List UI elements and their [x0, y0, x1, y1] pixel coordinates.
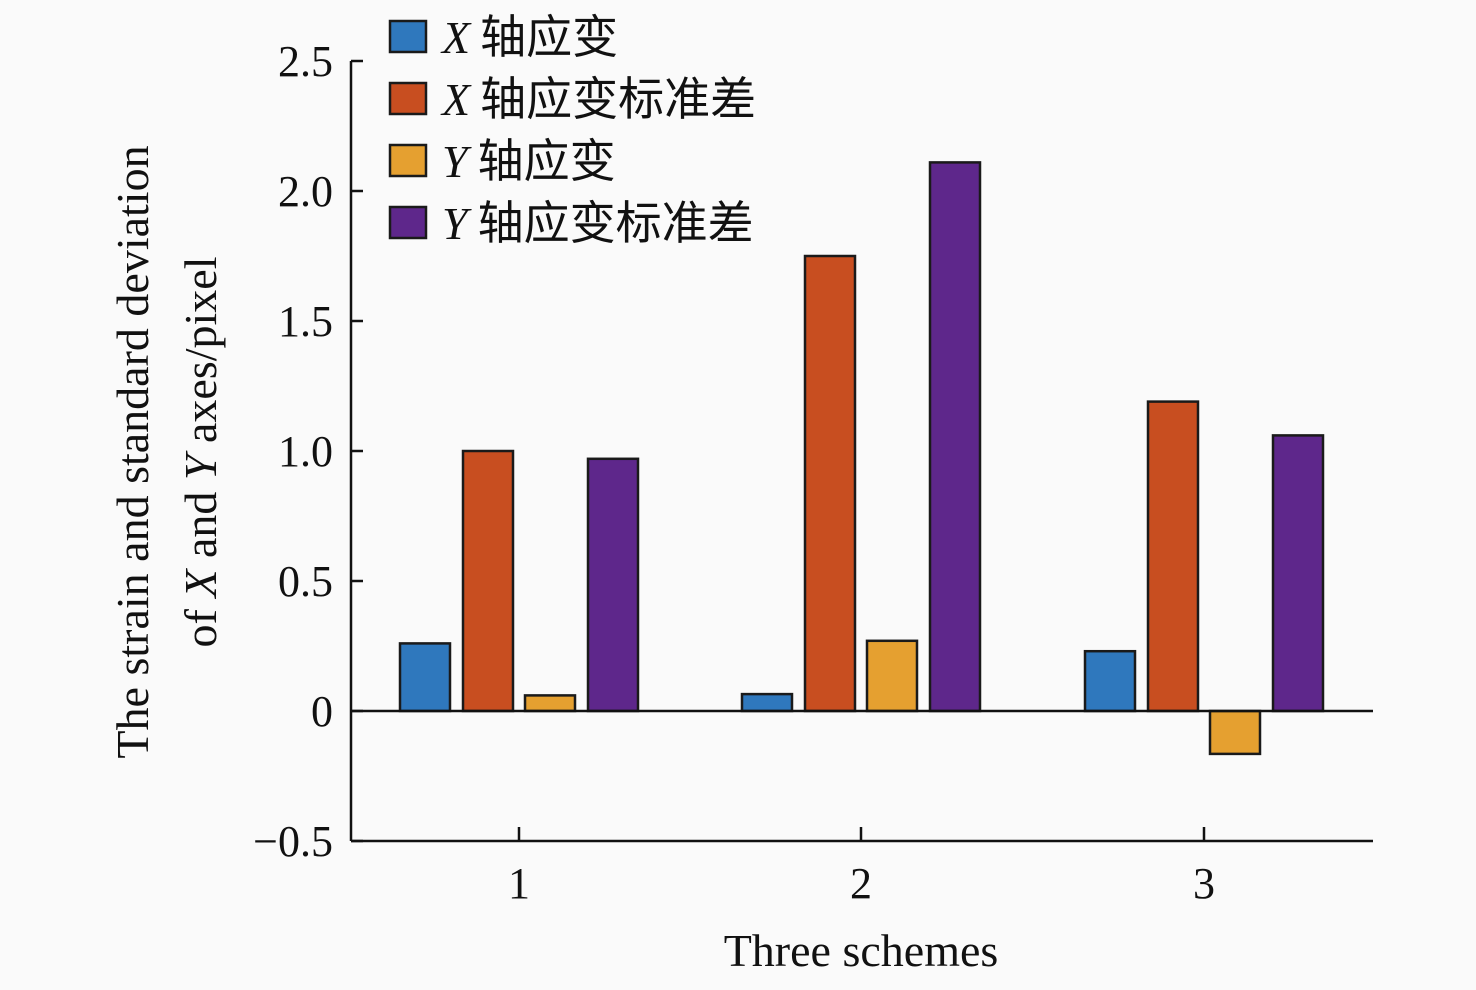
legend-label-2: X 轴应变标准差	[440, 74, 756, 125]
x-tick-label: 3	[1193, 859, 1215, 908]
y-tick-label: 1.0	[278, 427, 333, 476]
legend-swatch-4	[388, 205, 428, 240]
bar-series-2-scheme-1	[461, 449, 515, 713]
legend-swatch-3	[388, 143, 428, 178]
legend: X 轴应变 X 轴应变标准差 Y 轴应变 Y 轴应变标准差	[388, 12, 756, 249]
y-axis-label-line-2: of X and Y axes/pixel	[175, 257, 226, 648]
legend-label-4: Y 轴应变标准差	[442, 198, 754, 249]
bar-series-3-scheme-2	[865, 639, 919, 713]
bar-series-3-scheme-1	[523, 694, 577, 713]
bar-series-2-scheme-3	[1146, 400, 1200, 713]
y-axis-label-line-1: The strain and standard deviation	[107, 145, 158, 758]
legend-swatch-2	[388, 81, 428, 116]
legend-label-3: Y 轴应变	[442, 136, 616, 187]
bars-layer	[398, 161, 1325, 756]
bar-series-2-scheme-2	[803, 254, 857, 713]
y-axis-label: The strain and standard deviation of X a…	[107, 145, 226, 758]
bar-series-1-scheme-3	[1083, 649, 1137, 713]
legend-label-1: X 轴应变	[440, 12, 618, 63]
ticks-layer: −0.5 0 0.5 1.0 1.5 2.0 2.5 1 2 3	[253, 37, 1215, 908]
x-axis-label: Three schemes	[724, 925, 999, 976]
x-tick-label: 1	[508, 859, 530, 908]
y-tick-label: 1.5	[278, 297, 333, 346]
y-tick-label: 0	[311, 687, 333, 736]
y-tick-label: 0.5	[278, 557, 333, 606]
bar-series-1-scheme-2	[740, 692, 794, 713]
y-tick-label: 2.0	[278, 167, 333, 216]
bar-series-3-scheme-3	[1208, 709, 1262, 756]
y-tick-label: −0.5	[253, 817, 333, 866]
x-tick-label: 2	[850, 859, 872, 908]
bar-series-4-scheme-1	[586, 457, 640, 713]
bar-series-4-scheme-3	[1271, 434, 1325, 713]
legend-swatch-1	[388, 19, 428, 54]
bar-series-4-scheme-2	[928, 161, 982, 713]
y-tick-label: 2.5	[278, 37, 333, 86]
bar-series-1-scheme-1	[398, 642, 452, 713]
